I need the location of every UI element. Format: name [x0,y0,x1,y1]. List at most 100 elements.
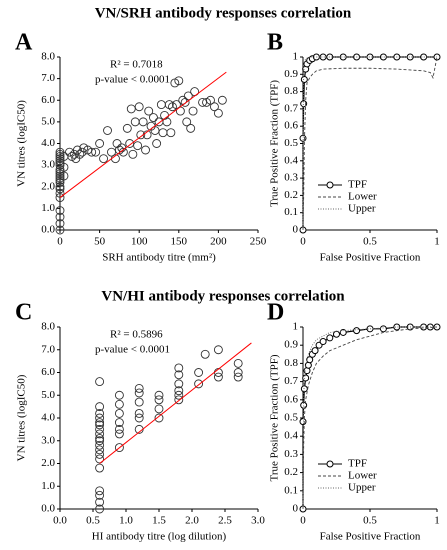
point [134,397,144,407]
y-tick-label: 0.2 [284,466,298,478]
point [59,162,69,172]
point [65,147,74,157]
point [144,106,154,116]
point [55,193,65,203]
point [95,486,105,496]
point [154,390,164,400]
x-tick-label: 2.0 [185,515,199,527]
point [156,100,166,110]
point [55,152,65,161]
point [55,184,65,194]
point [134,388,144,398]
point [134,413,144,423]
point [95,436,105,446]
point [319,53,327,61]
legend-label: Upper [348,482,376,494]
y-tick-label: 5.0 [41,389,55,401]
point [99,154,109,164]
point [154,404,164,414]
y-tick-label: 7.0 [41,343,55,355]
y-axis-label: VN titres (logIC50) [16,374,28,461]
point [125,139,135,148]
point [194,379,204,389]
heading: VN/HI antibody responses correlation [101,288,345,304]
point [174,386,184,396]
point [95,445,105,455]
point [158,128,168,138]
point [122,123,132,133]
heading: VN/SRH antibody responses correlation [95,5,352,21]
annotation: R² = 0.7018 [110,59,163,71]
y-tick-label: 0.9 [284,68,298,80]
legend-marker [326,181,334,189]
point [55,219,65,228]
y-axis-label: True Positive Fraction (TPF) [269,354,281,481]
point [55,206,65,215]
point [174,390,184,400]
y-tick-label: 0.1 [284,206,298,218]
x-tick-label: 3.0 [251,515,265,527]
y-tick-label: 2.0 [41,180,55,192]
y-tick-label: 0.6 [284,120,298,132]
point [114,429,124,439]
point [95,504,105,514]
point [136,130,146,140]
point [174,395,184,405]
point [128,149,138,159]
point [217,95,227,105]
x-tick-label: 200 [210,236,227,248]
x-tick-label: 0.0 [53,515,67,527]
point [154,413,164,423]
y-tick-label: 0.5 [284,412,298,424]
y-tick-label: 0.4 [284,430,298,442]
annotation: R² = 0.5896 [110,329,163,341]
y-tick-label: 3.0 [41,434,55,446]
y-tick-label: 0.1 [284,484,298,496]
point [77,147,87,157]
point [174,370,184,380]
x-tick-label: 2.5 [218,515,232,527]
y-tick-label: 7.0 [41,72,55,84]
point [150,126,160,135]
point [118,147,128,157]
point [114,443,124,453]
x-axis-label: False Positive Fraction [320,531,421,543]
x-tick-label: 250 [250,236,267,248]
point [130,117,140,127]
point [55,177,65,187]
point [339,328,347,336]
point [75,149,85,159]
x-tick-label: 1.5 [152,515,166,527]
roc-line [302,56,438,231]
point [174,363,184,373]
point [166,128,176,138]
point [379,325,387,333]
y-tick-label: 1.0 [41,480,55,492]
point [186,123,196,133]
y-tick-label: 0.4 [284,154,298,166]
point [95,497,105,507]
point [174,76,184,86]
y-tick-label: 6.0 [41,366,55,378]
point [95,434,105,443]
point [103,126,112,135]
point [162,117,172,127]
point [233,372,243,382]
y-tick-label: 8.0 [41,51,55,63]
y-tick-label: 6.0 [41,94,55,106]
point [149,113,158,123]
point [133,141,143,151]
point [300,75,308,83]
point [175,106,185,116]
y-tick-label: 0.6 [284,393,298,405]
point [95,409,105,418]
legend-label: Lower [348,470,377,482]
point [200,349,210,359]
panel-label: B [267,30,283,56]
point [138,117,148,127]
y-tick-label: 0.7 [284,375,298,387]
point [299,418,307,426]
legend-label: Lower [348,191,377,203]
y-tick-label: 1 [293,51,299,63]
